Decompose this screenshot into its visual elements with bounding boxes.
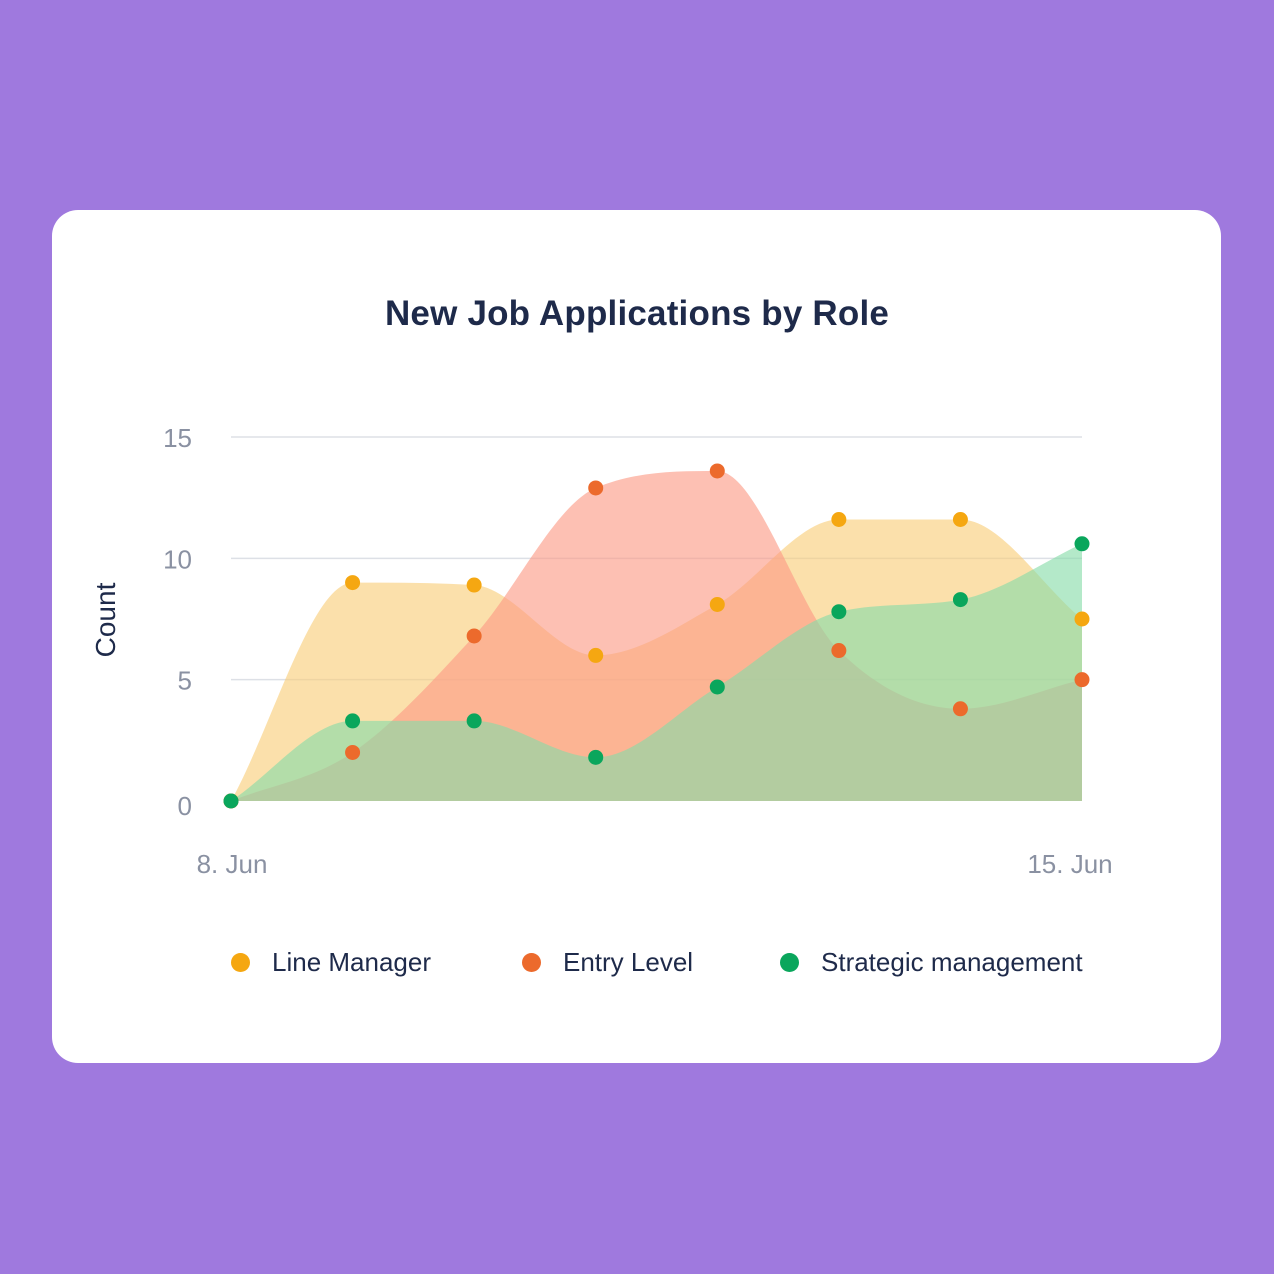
point-entry-level[interactable]	[709, 463, 725, 479]
point-line-manager[interactable]	[952, 512, 968, 528]
y-tick-label: 15	[163, 423, 192, 453]
point-entry-level[interactable]	[466, 628, 482, 644]
legend-item-line-manager[interactable]: Line Manager	[231, 940, 431, 984]
point-strategic-management[interactable]	[466, 713, 482, 729]
y-axis-title: Count	[90, 582, 121, 657]
area-series	[231, 470, 1082, 801]
legend-item-strategic-management[interactable]: Strategic management	[780, 940, 1083, 984]
y-tick-label: 0	[178, 791, 192, 821]
point-strategic-management[interactable]	[345, 713, 361, 729]
point-line-manager[interactable]	[588, 647, 604, 663]
point-strategic-management[interactable]	[1074, 536, 1090, 552]
point-strategic-management[interactable]	[952, 592, 968, 608]
point-strategic-management[interactable]	[831, 604, 847, 620]
data-points	[223, 463, 1090, 809]
area-strategic-management	[231, 543, 1082, 801]
point-strategic-management[interactable]	[588, 749, 604, 765]
legend-marker-line-manager	[231, 952, 250, 972]
y-tick-label: 5	[178, 666, 192, 696]
point-line-manager[interactable]	[1074, 611, 1090, 627]
point-entry-level[interactable]	[952, 701, 968, 717]
point-strategic-management[interactable]	[223, 793, 239, 809]
point-entry-level[interactable]	[588, 480, 604, 496]
y-tick-label: 10	[163, 544, 192, 574]
x-tick-label: 15. Jun	[1027, 849, 1112, 879]
point-entry-level[interactable]	[831, 643, 847, 659]
chart-title: New Job Applications by Role	[384, 294, 890, 333]
axis-ticks: 0 5 10 15 8. Jun 15. Jun	[163, 423, 1113, 879]
point-line-manager[interactable]	[466, 577, 482, 593]
point-line-manager[interactable]	[709, 596, 725, 612]
point-entry-level[interactable]	[1074, 672, 1090, 688]
legend-label-entry-level: Entry Level	[563, 946, 694, 977]
point-line-manager[interactable]	[345, 575, 361, 591]
legend-marker-entry-level	[522, 952, 541, 972]
point-strategic-management[interactable]	[709, 679, 725, 695]
point-entry-level[interactable]	[345, 744, 361, 760]
legend-label-strategic-management: Strategic management	[821, 946, 1083, 977]
point-line-manager[interactable]	[831, 512, 847, 528]
legend-label-line-manager: Line Manager	[272, 946, 431, 977]
legend-item-entry-level[interactable]: Entry Level	[522, 940, 693, 984]
legend-marker-strategic-management	[780, 952, 799, 972]
x-tick-label: 8. Jun	[197, 849, 268, 879]
